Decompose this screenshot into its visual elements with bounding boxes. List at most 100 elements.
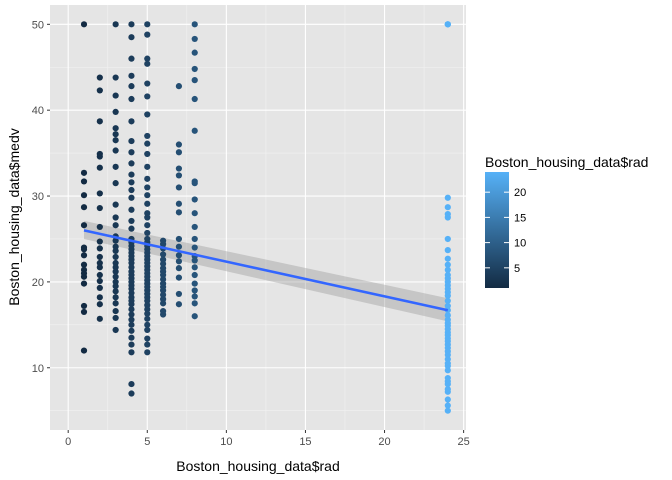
data-point bbox=[175, 149, 183, 156]
data-point bbox=[144, 21, 151, 28]
data-point bbox=[112, 307, 119, 315]
data-point bbox=[80, 308, 88, 316]
data-point bbox=[96, 259, 103, 267]
data-point bbox=[191, 180, 198, 187]
data-point bbox=[80, 169, 88, 176]
data-point bbox=[144, 93, 151, 100]
data-point bbox=[175, 274, 183, 281]
data-point bbox=[444, 351, 451, 358]
data-point bbox=[144, 335, 151, 342]
data-point bbox=[175, 265, 183, 272]
data-point bbox=[128, 95, 135, 103]
data-point bbox=[444, 367, 451, 374]
y-tick-label: 30 bbox=[32, 191, 44, 203]
data-point bbox=[128, 316, 135, 323]
data-point bbox=[159, 300, 167, 307]
data-point bbox=[112, 222, 119, 229]
data-point bbox=[159, 271, 167, 279]
y-tick-label: 50 bbox=[32, 19, 44, 31]
legend-tick-label: 10 bbox=[514, 238, 526, 250]
y-tick-label: 20 bbox=[32, 277, 44, 289]
data-point bbox=[112, 253, 119, 261]
data-point bbox=[175, 184, 183, 191]
data-point bbox=[112, 314, 119, 322]
data-point bbox=[159, 311, 167, 318]
data-point bbox=[159, 291, 167, 298]
data-point bbox=[128, 301, 135, 308]
data-point bbox=[112, 237, 119, 244]
data-point bbox=[175, 209, 183, 216]
x-tick-label: 20 bbox=[378, 436, 390, 448]
data-point bbox=[128, 137, 135, 145]
x-axis: 0 5 10 15 20 25 bbox=[65, 430, 470, 448]
data-point bbox=[80, 246, 88, 253]
data-point bbox=[144, 326, 151, 334]
data-point bbox=[80, 178, 88, 185]
data-point bbox=[96, 238, 103, 245]
grid-minor bbox=[50, 5, 466, 430]
data-point bbox=[112, 278, 119, 285]
data-point bbox=[444, 292, 451, 299]
data-point bbox=[128, 55, 135, 62]
data-point bbox=[444, 407, 451, 414]
data-point bbox=[191, 127, 198, 134]
data-point bbox=[128, 289, 135, 297]
data-point bbox=[128, 194, 135, 201]
data-point bbox=[128, 217, 135, 225]
data-point bbox=[112, 273, 119, 280]
data-point bbox=[175, 258, 183, 265]
data-point bbox=[96, 190, 103, 197]
data-point bbox=[96, 301, 103, 308]
data-point bbox=[444, 214, 451, 221]
data-point bbox=[144, 301, 151, 309]
data-point bbox=[144, 306, 151, 313]
data-point bbox=[80, 204, 88, 211]
data-point bbox=[128, 186, 135, 194]
data-point bbox=[96, 223, 103, 231]
data-point bbox=[159, 276, 167, 283]
data-point bbox=[444, 402, 451, 409]
plot-panel bbox=[50, 5, 466, 430]
data-point bbox=[444, 380, 451, 388]
data-point bbox=[444, 204, 451, 211]
x-tick-label: 5 bbox=[144, 436, 150, 448]
data-point bbox=[175, 243, 183, 250]
data-point bbox=[112, 92, 119, 99]
data-point bbox=[175, 83, 183, 90]
data-point bbox=[112, 264, 119, 271]
y-axis: 10 20 30 40 50 bbox=[32, 19, 50, 375]
data-point bbox=[144, 175, 151, 182]
data-point bbox=[144, 150, 151, 158]
data-point bbox=[80, 273, 88, 280]
data-point bbox=[96, 87, 103, 94]
data-point bbox=[128, 264, 135, 271]
data-point bbox=[444, 396, 451, 403]
data-point bbox=[191, 287, 198, 294]
color-legend: Boston_housing_data$rad 5 10 15 20 bbox=[485, 154, 648, 288]
data-point bbox=[159, 256, 167, 263]
data-point bbox=[112, 243, 119, 250]
data-point bbox=[144, 140, 151, 147]
data-point bbox=[144, 321, 151, 328]
data-point bbox=[128, 380, 135, 388]
data-point bbox=[128, 349, 135, 356]
data-point bbox=[96, 264, 103, 271]
data-point bbox=[128, 390, 135, 397]
data-point bbox=[80, 192, 88, 199]
data-point bbox=[96, 253, 103, 261]
grid-major bbox=[50, 5, 466, 430]
data-point bbox=[191, 313, 198, 320]
data-point bbox=[112, 163, 119, 170]
data-point bbox=[80, 21, 88, 28]
data-point bbox=[128, 34, 135, 41]
data-point bbox=[159, 295, 167, 303]
data-point bbox=[128, 259, 135, 267]
data-point bbox=[128, 118, 135, 125]
data-point bbox=[128, 327, 135, 334]
legend-tick-label: 20 bbox=[514, 187, 526, 199]
data-point bbox=[128, 21, 135, 28]
data-point bbox=[444, 266, 451, 273]
x-tick-label: 0 bbox=[65, 436, 71, 448]
data-point bbox=[444, 194, 451, 201]
data-point bbox=[159, 251, 167, 258]
